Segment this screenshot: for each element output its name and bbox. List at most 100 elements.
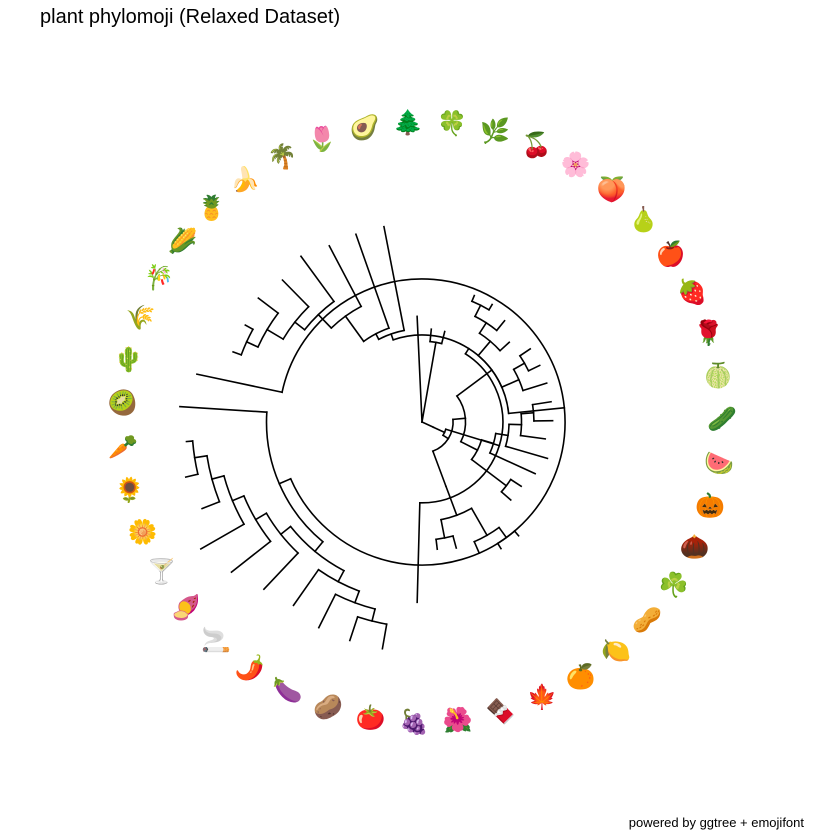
- branch-tomato: [381, 623, 388, 650]
- branch-eggplant: [317, 593, 337, 629]
- tip-cactus-icon: 🌵: [114, 346, 144, 374]
- arc-node-53: [496, 529, 516, 545]
- branch-tulip: [354, 233, 390, 330]
- arc-node-8: [265, 512, 300, 555]
- tip-lemon-icon: 🍋: [601, 637, 631, 665]
- branch-node-8: [279, 525, 292, 536]
- tip-corn-icon: 🌽: [168, 226, 198, 255]
- tip-eggplant-icon: 🍆: [272, 676, 302, 704]
- branch-node-10: [231, 494, 245, 502]
- arc-node-67: [531, 403, 535, 422]
- branch-maple: [473, 540, 481, 555]
- tip-sunflower-icon: 🌻: [115, 476, 145, 504]
- arc-node-51: [473, 526, 501, 543]
- arc-node-56: [455, 394, 467, 443]
- arc-node-10: [222, 474, 246, 526]
- branch-strawberry: [527, 364, 541, 372]
- arc-node-58: [500, 478, 512, 493]
- branch-daisy: [201, 500, 221, 510]
- branch-kiwi: [179, 405, 268, 414]
- branch-palm: [328, 244, 363, 308]
- branch-node-47: [449, 496, 458, 517]
- branch-evergreen: [416, 315, 423, 423]
- branch-cherries: [470, 294, 476, 303]
- branch-grapes: [416, 501, 421, 604]
- branch-herb: [440, 330, 446, 345]
- branch-banana: [299, 255, 336, 303]
- tip-palm-icon: 🌴: [267, 143, 297, 171]
- branch-clover4: [429, 328, 433, 343]
- tip-grapes-icon: 🍇: [399, 708, 429, 736]
- tip-pear-icon: 🍐: [629, 206, 659, 234]
- branch-node-48: [440, 518, 446, 539]
- branch-peach: [495, 319, 506, 332]
- branch-node-29: [374, 332, 380, 341]
- branch-node-14: [193, 454, 208, 459]
- tip-banana-icon: 🍌: [230, 166, 260, 194]
- tip-potato-icon: 🥔: [313, 693, 343, 721]
- branch-potato: [348, 615, 359, 642]
- tree-tips: 🌵 🌾 🎋 🌽 🍍🍌🌴 🌷 🥑 🌲 🍀 🌿 🍒 🌸🍑🍐 🍎 🍓 🌹 🍈 🥒 🍉 🎃 🌰 ☘️ 🥜🍋🍊 🍁 🍫 🌺 🍇 🍅 🥔 🍆🌶️🚬🍠…: [108, 108, 737, 736]
- branch-node-23: [371, 608, 377, 623]
- branch-node-31: [317, 313, 333, 330]
- tip-hibiscus-icon: 🌺: [443, 706, 473, 734]
- arc-node-5: [281, 278, 566, 566]
- branch-apple: [518, 347, 532, 357]
- branch-node-57: [459, 440, 479, 452]
- tip-pepper-icon: 🌶️: [235, 654, 265, 682]
- arc-node-70: [477, 354, 503, 389]
- tip-carrot-icon: 🥕: [108, 433, 138, 461]
- branch-node-61: [480, 438, 495, 445]
- tip-maple-icon: 🍁: [527, 683, 557, 711]
- branch-node-45: [431, 450, 447, 488]
- tip-cocktail-icon: 🍸: [147, 556, 177, 585]
- branch-shamrock: [509, 478, 523, 488]
- branch-cactus: [195, 373, 284, 394]
- branch-node-7: [313, 540, 325, 553]
- branch-node-46: [444, 485, 452, 499]
- tip-sweetpotato-icon: 🍠: [171, 594, 201, 622]
- tip-cucumber-icon: 🥒: [707, 405, 737, 433]
- tip-wheat-icon: 🌾: [126, 304, 156, 332]
- branch-pineapple: [281, 278, 310, 308]
- arc-node-80: [470, 300, 491, 311]
- branch-blossom: [487, 303, 494, 311]
- branch-sunflower: [184, 473, 199, 479]
- branch-node-63: [494, 432, 509, 437]
- branch-melon: [531, 400, 552, 406]
- tip-tomato-icon: 🍅: [355, 704, 385, 732]
- branch-watermelon: [519, 434, 547, 440]
- tip-pumpkin-icon: 🎃: [695, 492, 725, 520]
- tip-bamboo-icon: 🎋: [144, 264, 174, 292]
- branch-cigarette: [262, 551, 300, 591]
- tip-chocolate-icon: 🍫: [486, 697, 516, 725]
- branch-pumpkin: [504, 445, 549, 460]
- branch-node-28: [390, 332, 395, 341]
- branch-lemon: [513, 529, 520, 537]
- arc-node-6: [265, 411, 325, 543]
- branch-avocado: [383, 225, 406, 332]
- arc-node-31: [303, 300, 336, 331]
- branch-pear: [498, 341, 511, 352]
- arc-node-65: [519, 412, 523, 437]
- branch-node-1: [420, 420, 435, 429]
- caption: powered by ggtree + emojifont: [628, 815, 804, 830]
- branch-node-84: [421, 341, 437, 423]
- arc-node-44: [431, 418, 454, 453]
- branch-carrot: [185, 440, 194, 443]
- arc-node-4: [392, 334, 510, 415]
- tip-herb-icon: 🌿: [480, 117, 510, 145]
- branch-tangerine: [496, 542, 503, 550]
- branch-peanut: [500, 490, 512, 502]
- tree-branches: [179, 225, 566, 650]
- branch-node-78: [478, 321, 488, 335]
- branch-node-6: [278, 477, 292, 485]
- branch-node-73: [512, 362, 526, 371]
- tip-evergreen-icon: 🌲: [393, 108, 423, 136]
- arc-node-73: [518, 354, 530, 372]
- tip-peach-icon: 🍑: [597, 176, 627, 204]
- branch-chestnut: [488, 451, 537, 475]
- branch-node-53: [497, 526, 508, 539]
- tip-cherries-icon: 🍒: [522, 131, 552, 159]
- branch-node-19: [337, 569, 346, 583]
